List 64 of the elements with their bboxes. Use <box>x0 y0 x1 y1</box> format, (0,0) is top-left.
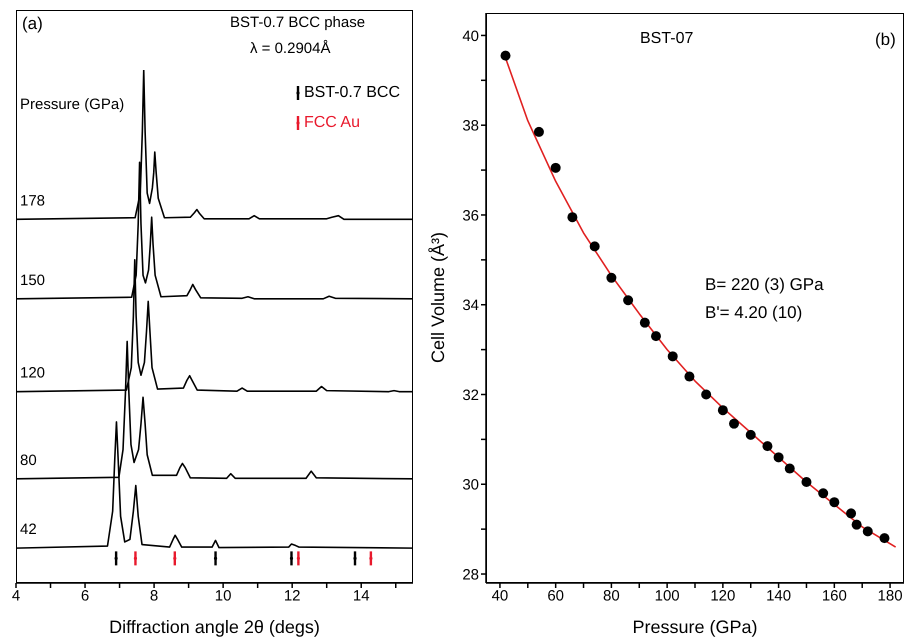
y-tick-label: 38 <box>462 118 479 135</box>
point <box>846 508 856 518</box>
point <box>701 389 712 400</box>
x-tick-label: 4 <box>12 588 20 605</box>
point <box>746 430 756 440</box>
series-label: 42 <box>20 521 37 538</box>
text: BST-0.7 BCC phase <box>230 14 366 31</box>
point <box>684 372 694 382</box>
x-axis-title: Pressure (GPa) <box>632 617 758 637</box>
series-label: 150 <box>20 272 46 289</box>
point <box>762 441 772 452</box>
series-label: 80 <box>20 452 37 469</box>
series-label: 120 <box>20 364 46 382</box>
annotation: B= 220 (3) GPa <box>705 275 824 295</box>
point <box>640 318 650 328</box>
x-tick-label: 6 <box>80 588 90 605</box>
x-tick-label: 80 <box>603 588 620 605</box>
point <box>623 295 634 306</box>
y-tick-label: 36 <box>462 207 479 224</box>
point <box>818 488 828 498</box>
point <box>606 272 616 283</box>
point <box>784 464 795 474</box>
x-tick-label: 140 <box>766 588 792 605</box>
x-tick-label: 160 <box>822 588 847 605</box>
legend-label: BST-0.7 BCC <box>304 84 400 102</box>
x-tick-label: 14 <box>352 588 370 605</box>
x-tick-label: 40 <box>492 588 508 605</box>
x-tick-label: 100 <box>654 588 680 605</box>
x-axis-title: Diffraction angle 2θ (degs) <box>109 617 320 637</box>
point <box>567 212 578 222</box>
annotation: B'= 4.20 (10) <box>705 303 802 323</box>
y-tick-label: 34 <box>462 297 479 314</box>
series-label: 178 <box>20 192 46 210</box>
text: (a) <box>22 14 43 34</box>
point <box>801 477 812 488</box>
x-tick-label: 60 <box>547 588 564 605</box>
point <box>774 452 784 462</box>
x-tick-label: 12 <box>284 588 301 605</box>
annotation: BST-07 <box>640 30 694 48</box>
point <box>650 331 661 342</box>
y-tick-label: 40 <box>462 28 479 45</box>
point <box>500 50 511 61</box>
point <box>879 533 890 544</box>
point <box>668 351 678 362</box>
point <box>550 162 561 173</box>
x-tick-label: 120 <box>710 588 736 605</box>
point <box>862 526 873 536</box>
y-axis-title: Cell Volume (Å³) <box>428 232 449 364</box>
point <box>718 405 728 416</box>
text: λ = 0.2904Å <box>250 40 330 57</box>
point <box>829 497 840 508</box>
annotation: (b) <box>875 30 896 50</box>
legend-title: Pressure (GPa) <box>20 96 124 113</box>
point <box>729 418 740 429</box>
point <box>852 520 862 530</box>
x-tick-label: 8 <box>150 588 158 605</box>
y-tick-label: 28 <box>462 566 479 584</box>
legend-label: FCC Au <box>304 114 360 132</box>
y-tick-label: 30 <box>462 476 479 494</box>
point <box>590 241 600 252</box>
x-tick-label: 10 <box>214 588 232 605</box>
y-tick-label: 32 <box>462 386 479 404</box>
x-tick-label: 180 <box>878 588 903 605</box>
point <box>534 126 544 137</box>
